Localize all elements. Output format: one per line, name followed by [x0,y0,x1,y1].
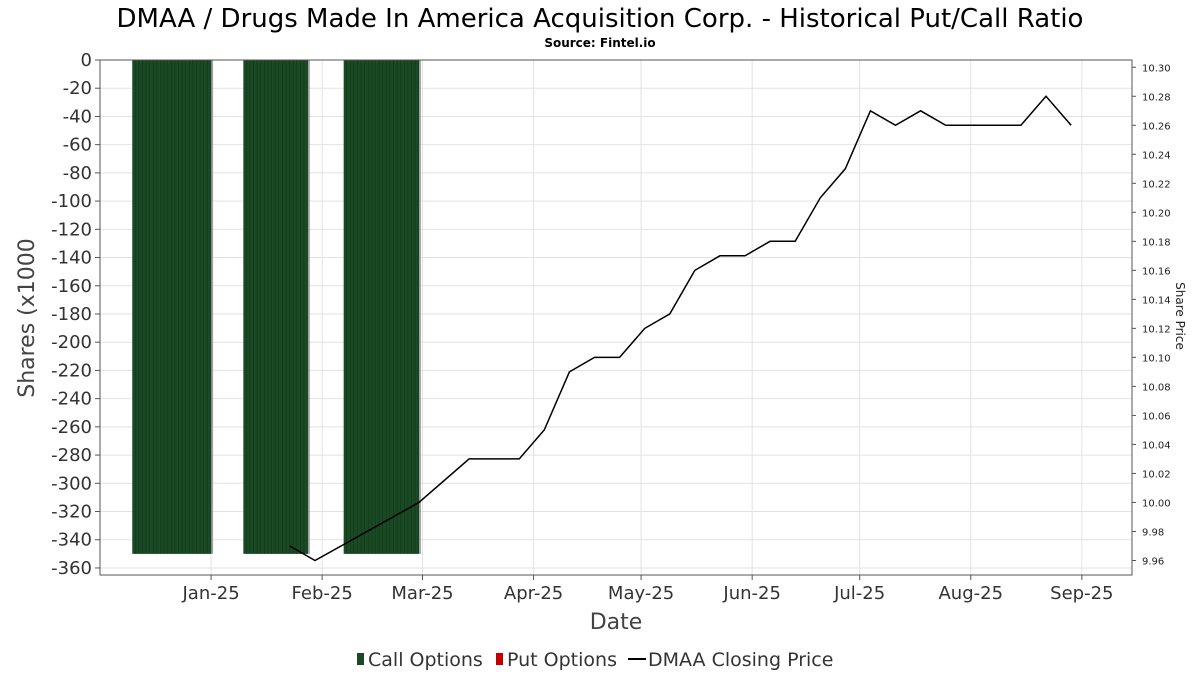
plot-frame [99,59,1133,576]
y-right-tick-label: 10.04 [1142,440,1171,451]
y-right-tick-label: 10.14 [1142,295,1171,306]
y-left-tick-label: 0 [81,50,92,71]
legend: Call Options Put Options DMAA Closing Pr… [357,649,833,671]
y-left-tick-label: -360 [51,558,92,579]
call-option-bar [132,60,212,554]
price-line-layer [289,95,1072,562]
x-tick-label: May-25 [608,583,674,604]
y-left-tick-label: -160 [51,276,92,297]
y-left-tick-label: -200 [51,332,92,353]
y-left-tick-label: -320 [51,502,92,523]
y-right-tick-label: 10.00 [1142,498,1171,509]
y-right-tick-label: 10.24 [1142,150,1171,161]
y-right-tick-label: 10.16 [1142,266,1171,277]
x-tick-label: Apr-25 [504,583,563,604]
chart-title: DMAA / Drugs Made In America Acquisition… [117,4,1084,34]
legend-call-swatch [357,653,364,665]
y-right-tick-label: 10.22 [1142,179,1171,190]
legend-call-label: Call Options [368,649,483,671]
x-tick-label: Jun-25 [722,583,781,604]
y-left-tick-label: -120 [51,219,92,240]
y-right-tick-label: 10.12 [1142,324,1171,335]
y-left-tick-label: -220 [51,360,92,381]
chart-subtitle: Source: Fintel.io [544,36,655,50]
y-left-tick-label: -240 [51,389,92,410]
call-option-bar [343,60,419,554]
bar-daily-stripes [346,60,419,554]
y-right-tick-label: 9.96 [1142,556,1164,567]
y-right-tick-label: 10.20 [1142,208,1171,219]
x-axis: Jan-25 Feb-25 Mar-25 Apr-25 May-25 Jun-25 Jul-… [182,575,1113,604]
legend-price-label: DMAA Closing Price [648,649,833,671]
closing-price-line [289,95,1072,562]
y-left-tick-label: -140 [51,248,92,269]
x-tick-label: Mar-25 [391,583,453,604]
y-right-tick-label: 10.08 [1142,382,1171,393]
y-left-tick-label: -300 [51,473,92,494]
y-left-tick-label: -260 [51,417,92,438]
y-axis-left-label: Shares (x1000 [15,238,40,398]
y-left-tick-label: -80 [63,163,92,184]
y-axis-right: 10.30 10.28 10.26 10.24 10.22 10.20 10.18 10.16… [1132,63,1171,567]
y-left-tick-label: -180 [51,304,92,325]
y-left-tick-label: -40 [63,106,92,127]
y-right-tick-label: 9.98 [1142,527,1164,538]
y-axis-left: 0 -20 -40 -60 -80 -100 -120 -140 -160 -180 -200 -22… [51,50,100,579]
y-right-tick-label: 10.30 [1142,63,1171,74]
y-right-tick-label: 10.26 [1142,121,1171,132]
y-right-tick-label: 10.06 [1142,411,1171,422]
x-tick-label: Jan-25 [182,583,240,604]
y-left-tick-label: -100 [51,191,92,212]
bar-daily-stripes [246,60,308,554]
bars-layer [132,60,421,554]
x-tick-label: Feb-25 [292,583,353,604]
x-axis-label: Date [590,610,643,635]
y-left-tick-label: -280 [51,445,92,466]
bar-daily-stripes [134,60,212,554]
y-left-tick-label: -20 [63,78,92,99]
call-option-bar [243,60,308,554]
y-right-tick-label: 10.10 [1142,353,1171,364]
legend-put-label: Put Options [507,649,617,671]
legend-put-swatch [496,653,503,665]
x-tick-label: Aug-25 [938,583,1003,604]
y-left-tick-label: -60 [63,135,92,156]
y-axis-right-label: Share Price [1173,282,1187,350]
y-left-tick-label: -340 [51,530,92,551]
x-tick-label: Jul-25 [833,583,885,604]
y-right-tick-label: 10.18 [1142,237,1171,248]
x-tick-label: Sep-25 [1050,583,1113,604]
y-right-tick-label: 10.02 [1142,469,1171,480]
y-right-tick-label: 10.28 [1142,92,1171,103]
